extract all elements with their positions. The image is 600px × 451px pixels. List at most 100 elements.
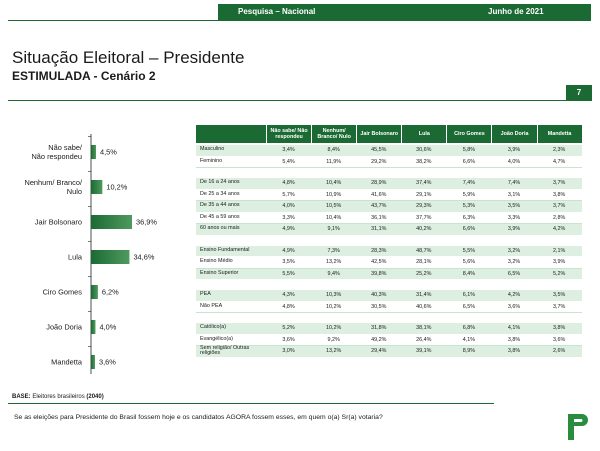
category-label: Nenhum/ Branco/Nulo — [24, 178, 82, 196]
table-column-header: Lula — [401, 125, 447, 143]
group-gap — [196, 280, 582, 290]
table-cell: 10,2% — [325, 325, 342, 332]
table-cell: 3,3% — [507, 214, 521, 221]
table-cell: 3,6% — [507, 303, 521, 310]
table-cell: 42,5% — [371, 259, 387, 266]
bar-value-label: 34,6% — [133, 253, 154, 262]
row-label: Ensino Médio — [200, 258, 233, 265]
table-cell: 3,8% — [552, 325, 566, 332]
bar-5 — [91, 320, 96, 334]
table-cell: 3,8% — [552, 191, 566, 198]
table-cell: 10,3% — [325, 292, 342, 299]
table-cell: 3,8% — [507, 336, 521, 343]
table-cell: 6,5% — [507, 270, 521, 277]
crosstab-table: Não sabe/ Não respondeu Nenhum/ Branco/ N… — [196, 125, 582, 358]
base-note: BASE: Eleitores brasileiros (2040) — [12, 394, 104, 400]
category-label: Mandetta — [51, 358, 83, 367]
table-cell: 5,2% — [282, 325, 295, 332]
table-cell: 5,6% — [462, 259, 476, 266]
table-cell: 4,0% — [507, 158, 521, 165]
table-cell: 41,6% — [371, 191, 387, 198]
bar-value-label: 36,9% — [136, 218, 157, 227]
table-row: 60 anos ou mais 4,9% 9,1% 31,1% 40,2% 6,6% 3,9… — [196, 224, 582, 236]
table-column-header: Jair Bolsonaro — [356, 125, 402, 143]
table-cell: 3,2% — [507, 259, 521, 266]
row-label: Feminino — [200, 157, 223, 164]
table-cell: 30,6% — [416, 147, 432, 154]
table-cell: 5,5% — [282, 270, 295, 277]
table-cell: 3,5% — [552, 292, 566, 299]
table-row: Ensino Fundamental 4,9% 7,3% 28,3% 48,7% 5,5%… — [196, 245, 582, 257]
table-cell: 10,5% — [325, 203, 342, 210]
table-row: De 25 a 34 anos 5,7% 10,9% 41,6% 29,1% 5,9% 3,… — [196, 189, 582, 201]
table-cell: 29,3% — [416, 203, 432, 210]
table-cell: 25,2% — [416, 270, 432, 277]
bar-value-label: 3,6% — [99, 358, 116, 367]
brand-logo-icon — [568, 414, 588, 440]
table-cell: 3,9% — [507, 226, 521, 233]
table-cell: 2,8% — [552, 214, 566, 221]
table-cell: 2,1% — [552, 247, 566, 254]
table-cell: 6,5% — [462, 303, 476, 310]
table-cell: 30,5% — [371, 303, 387, 310]
table-cell: 7,4% — [507, 180, 521, 187]
table-cell: 3,7% — [552, 203, 566, 210]
bar-chart: 4,5% Não sabe/Não respondeu 10,2% Nenhum/ B… — [24, 134, 157, 374]
table-cell: 5,5% — [462, 247, 476, 254]
table-cell: 10,4% — [325, 180, 342, 187]
table-row: Não PEA 4,8% 10,2% 30,5% 40,6% 6,5% 3,6% 3,7% — [196, 301, 582, 313]
base-count: (2040) — [86, 394, 104, 400]
table-cell: 4,8% — [282, 303, 295, 310]
table-cell: 13,2% — [325, 259, 342, 266]
category-label: Jair Bolsonaro — [35, 218, 82, 227]
bar-6 — [91, 355, 95, 369]
table-cell: 5,8% — [462, 147, 476, 154]
row-label: PEA — [200, 291, 211, 298]
table-cell: 3,7% — [552, 303, 566, 310]
page-subtitle: ESTIMULADA - Cenário 2 — [12, 69, 156, 83]
table-header: Não sabe/ Não respondeu Nenhum/ Branco/ N… — [196, 125, 582, 143]
table-cell: 7,4% — [462, 180, 476, 187]
table-cell: 36,1% — [371, 214, 387, 221]
table-cell: 29,1% — [416, 191, 432, 198]
row-label: Ensino Fundamental — [200, 246, 250, 253]
table-cell: 3,5% — [282, 259, 295, 266]
table-cell: 28,3% — [371, 247, 387, 254]
table-cell: 6,6% — [462, 158, 476, 165]
bar-value-label: 4,0% — [99, 323, 116, 332]
table-row: De 45 a 59 anos 3,3% 10,4% 36,1% 37,7% 6,3% 3,… — [196, 212, 582, 224]
table-cell: 8,9% — [462, 348, 476, 355]
table-cell: 40,3% — [371, 292, 387, 299]
table-cell: 9,4% — [327, 270, 340, 277]
row-label: Não PEA — [200, 302, 223, 309]
row-label: Ensino Superior — [200, 269, 239, 276]
table-cell: 29,2% — [371, 158, 387, 165]
table-cell: 26,4% — [416, 336, 432, 343]
table-cell: 3,9% — [507, 147, 521, 154]
table-cell: 4,1% — [507, 325, 521, 332]
table-row: Ensino Médio 3,5% 13,2% 42,5% 28,1% 5,6% 3,2% 3… — [196, 257, 582, 269]
table-cell: 4,7% — [552, 158, 566, 165]
table-cell: 5,2% — [552, 270, 566, 277]
table-cell: 40,6% — [416, 303, 432, 310]
table-cell: 9,2% — [327, 336, 340, 343]
base-label: BASE: — [12, 394, 31, 400]
row-label: 60 anos ou mais — [200, 225, 240, 232]
table-row: Evangélico(a) 3,6% 9,2% 49,2% 26,4% 4,1% 3,8% 3… — [196, 334, 582, 346]
table-cell: 45,5% — [371, 147, 387, 154]
base-rule — [8, 403, 494, 404]
table-cell: 2,6% — [552, 348, 566, 355]
table-column-header: Não sabe/ Não respondeu — [266, 125, 312, 143]
table-cell: 6,1% — [462, 292, 476, 299]
table-cell: 10,9% — [325, 191, 342, 198]
bar-4 — [91, 285, 98, 299]
category-label: Lula — [68, 253, 83, 262]
table-row: Feminino 5,4% 11,9% 29,2% 38,2% 6,6% 4,0% 4,7% — [196, 156, 582, 168]
table-column-header: Nenhum/ Branco/ Nulo — [311, 125, 357, 143]
bar-value-label: 6,2% — [102, 288, 119, 297]
row-label: Católico(a) — [200, 324, 227, 331]
table-cell: 29,4% — [371, 348, 387, 355]
bar-1 — [91, 180, 103, 194]
bar-value-label: 10,2% — [106, 183, 127, 192]
table-cell: 4,2% — [507, 292, 521, 299]
